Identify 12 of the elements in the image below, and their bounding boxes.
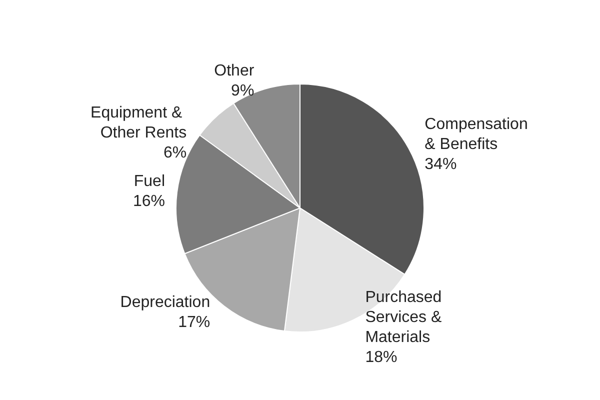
slice-label: Compensation & Benefits <box>424 116 532 153</box>
data-label: 34% <box>424 156 457 173</box>
slice-label: Depreciation <box>120 294 210 311</box>
slice-label: Equipment & Other Rents <box>90 104 187 142</box>
data-label: 17% <box>178 314 210 331</box>
slice-label: Other <box>214 62 255 80</box>
data-label: 6% <box>163 144 187 162</box>
slice-label: Purchased Services & Materials <box>365 288 446 346</box>
slice-label: Fuel <box>134 172 166 190</box>
data-label: 18% <box>365 348 398 366</box>
data-label: 9% <box>231 82 254 100</box>
data-label: 16% <box>132 192 166 210</box>
